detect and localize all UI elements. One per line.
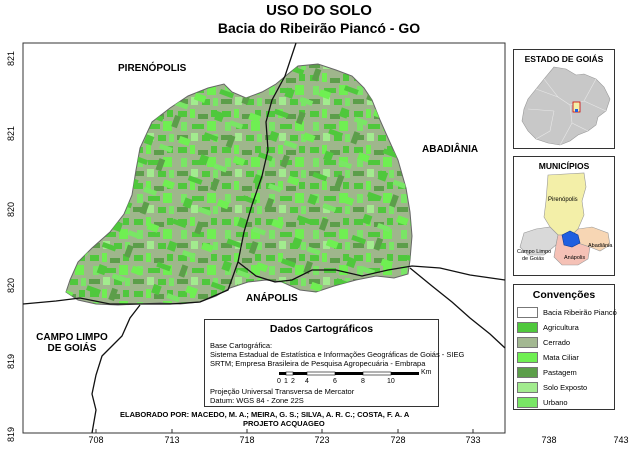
bacia-ribeirao-pianco xyxy=(65,63,413,306)
place-label-anapolis: ANÁPOLIS xyxy=(246,293,298,304)
legend-label: Mata Ciliar xyxy=(543,353,579,362)
y-tick-label: 819 xyxy=(6,426,16,442)
municipal-boundaries xyxy=(22,42,506,434)
estado-title: ESTADO DE GOIÁS xyxy=(524,54,604,64)
scale-label: 6 xyxy=(333,378,337,385)
y-tick-label: 820 xyxy=(6,277,16,293)
y-tick-label: 820 xyxy=(6,201,16,217)
credits-line: ELABORADO POR: MACEDO, M. A.; MEIRA, G. … xyxy=(120,410,410,419)
place-label-pirenopolis: PIRENÓPOLIS xyxy=(118,63,187,74)
y-tick-label: 819 xyxy=(6,353,16,369)
legend-label: Bacia Ribeirão Piancó xyxy=(543,308,617,317)
legend-box: Convenções Bacia Ribeirão Piancó Agricul… xyxy=(513,284,617,410)
scale-label: 2 xyxy=(291,378,295,385)
x-tick-label: 718 xyxy=(239,435,255,445)
bacia-highlight xyxy=(561,230,581,248)
municipios-map xyxy=(519,172,611,266)
x-tick-label: 743 xyxy=(613,435,629,445)
scale-label: 1 xyxy=(284,378,288,385)
municipio-label: Campo Limpo xyxy=(517,249,552,255)
dados-cartograficos-box: Dados Cartográficos Base Cartográfica: S… xyxy=(204,319,464,407)
scale-labels: 0 1 2 4 6 8 10 Km xyxy=(275,369,440,388)
dados-title: Dados Cartográficos xyxy=(269,323,374,335)
legend-swatch xyxy=(517,367,538,378)
legend-title: Convenções xyxy=(532,289,596,301)
legend-swatch xyxy=(517,337,538,348)
y-tick-label: 821 xyxy=(6,125,16,141)
place-label-line: DE GOIÁS xyxy=(47,343,97,354)
municipio-label: Abadiânia xyxy=(588,243,613,249)
municipio-label: Anápolis xyxy=(564,255,586,261)
municipios-inset: MUNICÍPIOS Pirenópolis Campo Limpo de Go… xyxy=(513,156,615,276)
x-tick-label: 733 xyxy=(465,435,481,445)
place-label-campo-limpo: CAMPO LIMPO DE GOIÁS xyxy=(30,332,114,354)
scale-unit: Km xyxy=(421,369,432,376)
goias-state-map xyxy=(521,66,611,146)
legend-swatch xyxy=(517,382,538,393)
x-tick-label: 708 xyxy=(88,435,104,445)
map-title: USO DO SOLO xyxy=(266,2,372,19)
scale-label: 8 xyxy=(361,378,365,385)
x-tick-label: 738 xyxy=(541,435,557,445)
y-tick-label: 821 xyxy=(6,50,16,66)
legend-label: Agricultura xyxy=(543,323,579,332)
x-tick-label: 723 xyxy=(314,435,330,445)
scale-label: 0 xyxy=(277,378,281,385)
dados-projection: Projeção Universal Transversa de Mercato… xyxy=(210,387,355,396)
dados-line: SRTM; Empresa Brasileira de Pesquisa Agr… xyxy=(210,359,426,368)
municipio-label: de Goiás xyxy=(522,256,545,262)
legend-label: Solo Exposto xyxy=(543,383,588,392)
x-tick-label: 728 xyxy=(390,435,406,445)
x-tick-label: 713 xyxy=(164,435,180,445)
municipio-label: Pirenópolis xyxy=(548,197,578,203)
map-subtitle: Bacia do Ribeirão Piancó - GO xyxy=(217,20,421,36)
dados-line: Base Cartográfica: xyxy=(210,341,273,350)
legend-swatch xyxy=(517,397,538,408)
place-label-line: CAMPO LIMPO xyxy=(36,332,108,343)
legend-label: Cerrado xyxy=(543,338,571,347)
legend-label: Pastagem xyxy=(543,368,577,377)
legend-swatch xyxy=(517,352,538,363)
legend-swatch xyxy=(517,322,538,333)
scale-label: 10 xyxy=(387,378,395,385)
estado-goias-inset: ESTADO DE GOIÁS xyxy=(513,49,615,149)
place-label-abadiania: ABADIÂNIA xyxy=(422,144,479,155)
municipios-title: MUNICÍPIOS xyxy=(538,161,590,171)
scale-bar xyxy=(279,371,419,376)
dados-datum: Datum: WGS 84 - Zone 22S xyxy=(210,396,304,405)
credits-project: PROJETO ACQUAGEO xyxy=(243,419,325,428)
legend-swatch xyxy=(517,307,538,318)
scale-label: 4 xyxy=(305,378,309,385)
legend-label: Urbano xyxy=(543,398,568,407)
dados-line: Sistema Estadual de Estatística e Inform… xyxy=(210,350,465,359)
